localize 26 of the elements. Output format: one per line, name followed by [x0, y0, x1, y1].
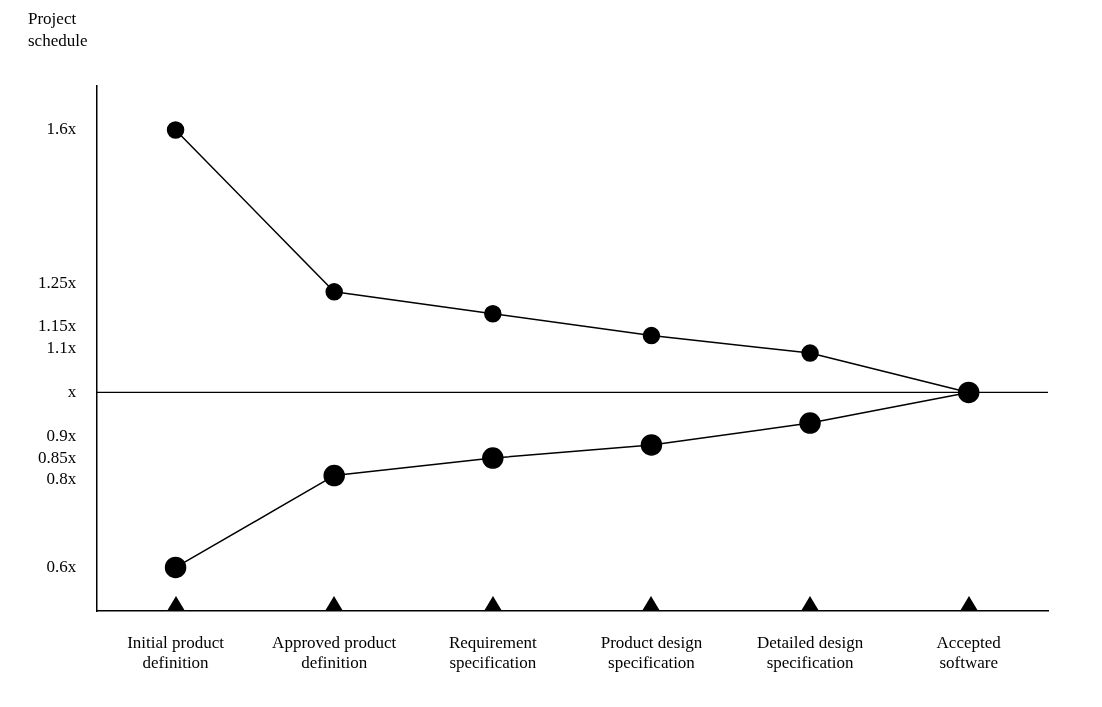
y-tick-label: 1.15x	[38, 316, 77, 336]
y-tick-label: 0.85x	[38, 447, 77, 467]
y-tick-label: 0.8x	[46, 469, 77, 489]
point	[323, 464, 345, 487]
point	[642, 326, 661, 345]
y-tick-label: 1.1x	[46, 338, 77, 358]
x-tick-label: Accepted software	[936, 632, 1002, 673]
x-tick-label: Initial product definition	[127, 632, 225, 673]
point	[482, 447, 504, 469]
x-tick-label: Approved product definition	[272, 632, 397, 673]
y-tick-label: x	[67, 381, 77, 401]
point	[801, 344, 819, 362]
x-tick-label: Product design specification	[600, 632, 703, 673]
point	[640, 434, 663, 456]
y-tick-label: 1.25x	[38, 272, 77, 292]
point	[166, 121, 185, 139]
point	[484, 304, 502, 323]
y-tick-label: 1.6x	[46, 119, 77, 139]
x-tick-label: Requirement specification	[448, 632, 537, 673]
point	[325, 283, 343, 301]
x-tick-label: Detailed design specification	[756, 632, 864, 673]
y-tick-label: 0.6x	[46, 556, 77, 576]
point	[799, 412, 821, 434]
point	[164, 556, 187, 579]
y-tick-label: 0.9x	[46, 425, 77, 445]
y-axis-title: Project schedule	[28, 8, 89, 52]
